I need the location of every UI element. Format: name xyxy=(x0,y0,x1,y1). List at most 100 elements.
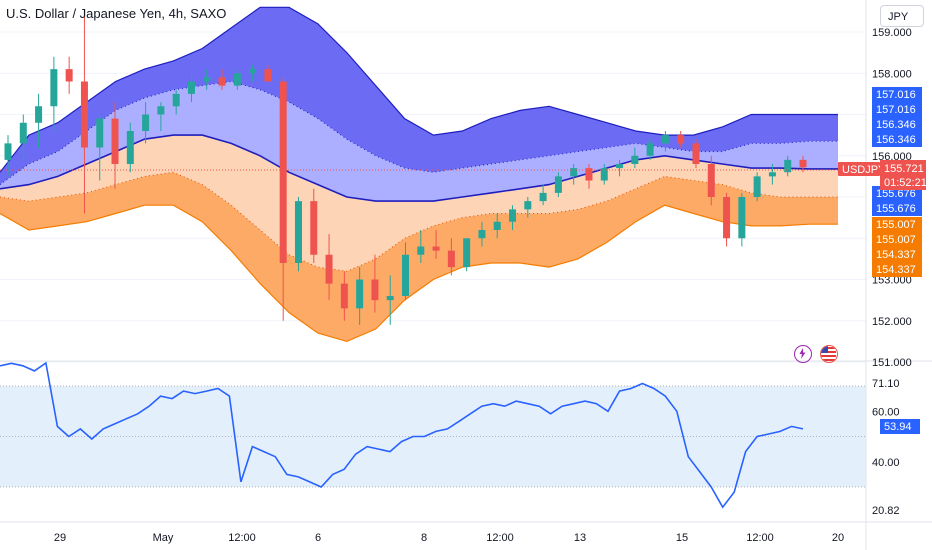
time-tick-label: 29 xyxy=(54,532,66,544)
candle-body xyxy=(417,246,425,255)
price-tick-label: 153.000 xyxy=(872,275,912,287)
candle-body xyxy=(294,201,302,263)
time-axis[interactable]: 29 May 12:00 6 8 12:00 13 15 12:00 20 xyxy=(54,532,844,544)
candle-body xyxy=(692,143,700,164)
countdown-label: 01:52:21 xyxy=(884,177,927,189)
band-tag-label: 156.346 xyxy=(876,119,916,131)
candle-body xyxy=(585,168,593,181)
candle-body xyxy=(463,238,471,268)
candle-body xyxy=(80,81,88,148)
chart-title: U.S. Dollar / Japanese Yen, 4h, SAXO xyxy=(6,6,227,21)
candle-body xyxy=(432,246,440,251)
band-tag-label: 155.007 xyxy=(876,219,916,231)
rsi-line xyxy=(0,361,804,509)
band-tag-label: 157.016 xyxy=(876,89,916,101)
time-tick-label: 12:00 xyxy=(486,532,514,544)
candle-body xyxy=(356,279,364,309)
band-tag-label: 157.016 xyxy=(876,104,916,116)
band-tag-bg xyxy=(872,102,922,117)
time-tick-label: 12:00 xyxy=(746,532,774,544)
candle-body xyxy=(738,197,746,239)
band-tag-label: 155.676 xyxy=(876,188,916,200)
candle-body xyxy=(19,122,27,144)
rsi-value-tag: 53.94 xyxy=(880,419,920,434)
candle-body xyxy=(96,118,104,148)
price-tick-label: 152.000 xyxy=(872,316,912,328)
time-tick-label: 8 xyxy=(421,532,427,544)
candle-body xyxy=(65,69,73,82)
band-tag-label: 155.007 xyxy=(876,234,916,246)
candle-body xyxy=(677,135,685,144)
candle-body xyxy=(631,155,639,164)
band-tag-bg xyxy=(872,201,922,216)
time-tick-label: 15 xyxy=(676,532,688,544)
candle-body xyxy=(600,168,608,181)
candle-body xyxy=(661,135,669,144)
candle-body xyxy=(799,159,807,168)
candle-body xyxy=(126,131,134,164)
candle-body xyxy=(524,201,532,210)
candle-body xyxy=(371,279,379,301)
lightning-icon[interactable] xyxy=(794,345,812,363)
candles xyxy=(4,11,807,325)
candle-body xyxy=(753,176,761,197)
band-tag-label: 154.337 xyxy=(876,249,916,261)
candle-body xyxy=(249,69,257,74)
symbol-label: USDJPY xyxy=(842,164,886,176)
price-tick-label: 151.000 xyxy=(872,357,912,369)
price-tick-label: 159.000 xyxy=(872,27,912,39)
currency-button[interactable]: JPY xyxy=(880,5,924,27)
upper-inner-line xyxy=(0,80,838,186)
price-axis[interactable]: 159.000 158.000 156.000 153.000 152.000 151.0… xyxy=(872,27,912,369)
price-tick-label: 156.000 xyxy=(872,151,912,163)
candle-body xyxy=(325,254,333,284)
candle-body xyxy=(187,81,195,94)
rsi-tick-label: 20.82 xyxy=(872,505,900,517)
rsi-tick-label: 40.00 xyxy=(872,457,900,469)
candle-body xyxy=(646,143,654,156)
candle-body xyxy=(142,114,150,131)
time-tick-label: May xyxy=(153,532,174,544)
time-tick-label: 20 xyxy=(832,532,844,544)
candle-body xyxy=(35,106,43,123)
candle-body xyxy=(723,197,731,239)
candle-body xyxy=(616,164,624,169)
band-tag-bg xyxy=(872,247,922,262)
candle-body xyxy=(340,283,348,309)
candle-body xyxy=(707,164,715,197)
band-tag-bg xyxy=(872,262,922,277)
rsi-tick-label: 71.10 xyxy=(872,378,900,390)
band-tag-bg xyxy=(872,87,922,102)
price-label: 155.721 xyxy=(884,163,924,175)
band-tag-bg xyxy=(872,132,922,147)
candle-body xyxy=(570,168,578,177)
us-flag-icon[interactable] xyxy=(820,345,838,363)
symbol-tag: USDJPY 155.721 01:52:21 xyxy=(838,160,927,190)
upper-outer-line xyxy=(0,6,838,173)
time-tick-label: 6 xyxy=(315,532,321,544)
band-tag-bg xyxy=(872,217,922,232)
time-tick-label: 13 xyxy=(574,532,586,544)
lower-inner-line xyxy=(0,171,838,272)
bollinger-bands xyxy=(0,6,838,343)
price-tick-label: 158.000 xyxy=(872,68,912,80)
lower-outer-band xyxy=(0,172,838,342)
candle-body xyxy=(172,93,180,107)
candle-body xyxy=(386,296,394,301)
candle-body xyxy=(111,118,119,164)
candle-body xyxy=(50,69,58,107)
rsi-axis[interactable]: 71.10 60.00 40.00 20.82 xyxy=(872,378,900,517)
band-tag-bg xyxy=(872,232,922,247)
candle-body xyxy=(539,192,547,202)
candle-body xyxy=(233,73,241,86)
band-tag-label: 155.676 xyxy=(876,203,916,215)
candle-body xyxy=(493,221,501,230)
candle-body xyxy=(218,77,226,86)
candle-body xyxy=(264,69,272,82)
band-tag-label: 156.346 xyxy=(876,134,916,146)
lower-outer-line xyxy=(0,204,838,343)
rsi-tick-label: 60.00 xyxy=(872,406,900,418)
candle-body xyxy=(157,106,165,115)
candle-body xyxy=(768,172,776,177)
